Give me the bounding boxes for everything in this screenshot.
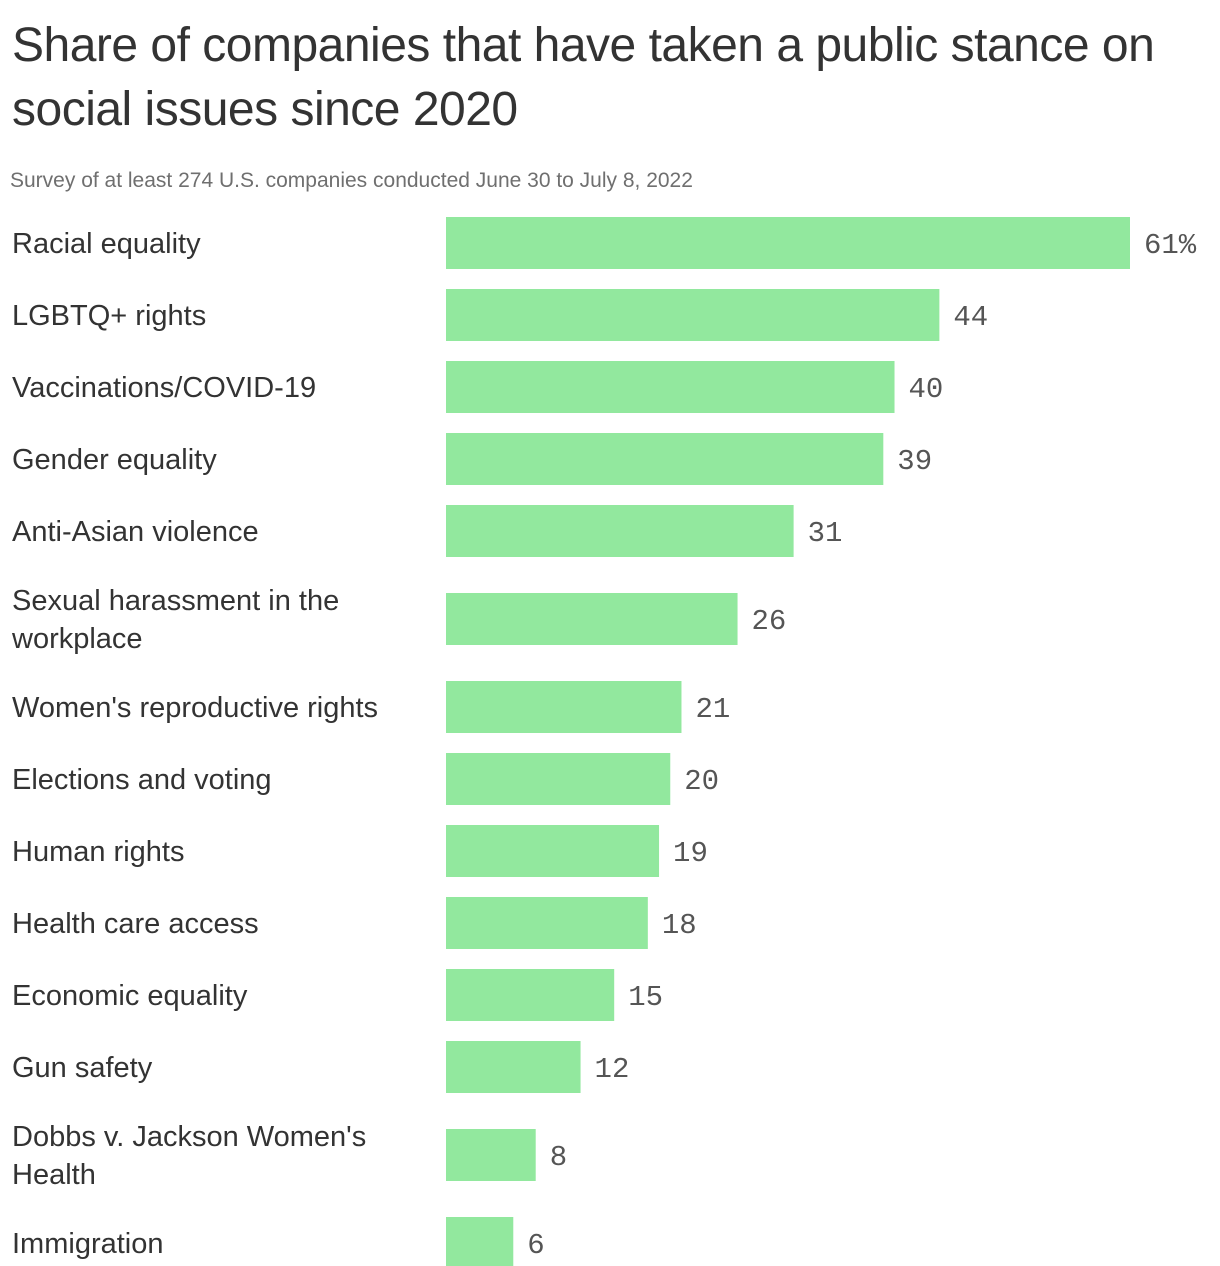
- value-label: 61%: [1144, 229, 1197, 262]
- category-label: Economic equality: [12, 980, 248, 1012]
- category-label: Women's reproductive rights: [12, 692, 378, 724]
- bar-2: [446, 361, 895, 413]
- value-label: 20: [684, 765, 719, 798]
- value-label: 44: [953, 301, 988, 334]
- category-label: Immigration: [12, 1228, 164, 1260]
- bar-3: [446, 433, 884, 485]
- category-label: workplace: [11, 623, 143, 655]
- category-label: Health care access: [12, 908, 259, 940]
- bar-10: [446, 969, 615, 1021]
- value-label: 39: [897, 445, 932, 478]
- category-label: Gun safety: [12, 1052, 153, 1084]
- category-label: Sexual harassment in the: [12, 585, 339, 617]
- value-label: 26: [752, 605, 787, 638]
- category-label: Human rights: [12, 836, 184, 868]
- bar-13: [446, 1217, 514, 1266]
- chart-subtitle: Survey of at least 274 U.S. companies co…: [10, 169, 693, 192]
- category-label: Racial equality: [12, 228, 201, 260]
- category-label: LGBTQ+ rights: [12, 300, 206, 332]
- bar-1: [446, 289, 940, 341]
- bar-4: [446, 505, 794, 557]
- value-label: 18: [662, 909, 697, 942]
- category-label: Health: [12, 1159, 96, 1191]
- category-label: Anti-Asian violence: [12, 516, 259, 548]
- value-label: 19: [673, 837, 708, 870]
- value-label: 8: [550, 1141, 567, 1174]
- category-label: Dobbs v. Jackson Women's: [12, 1121, 366, 1153]
- value-label: 40: [909, 373, 944, 406]
- bar-7: [446, 753, 671, 805]
- value-label: 6: [527, 1229, 544, 1262]
- value-label: 12: [595, 1053, 630, 1086]
- value-label: 21: [695, 693, 730, 726]
- chart-title: Share of companies that have taken a pub…: [12, 19, 1155, 136]
- category-label: Vaccinations/COVID-19: [12, 372, 316, 404]
- value-label: 31: [808, 517, 843, 550]
- bar-6: [446, 681, 682, 733]
- value-label: 15: [628, 981, 663, 1014]
- bar-9: [446, 897, 648, 949]
- category-label: Elections and voting: [12, 764, 272, 796]
- category-label: Gender equality: [12, 444, 217, 476]
- bar-12: [446, 1129, 536, 1181]
- bar-11: [446, 1041, 581, 1093]
- bar-0: [446, 217, 1130, 269]
- bar-5: [446, 593, 738, 645]
- bar-8: [446, 825, 660, 877]
